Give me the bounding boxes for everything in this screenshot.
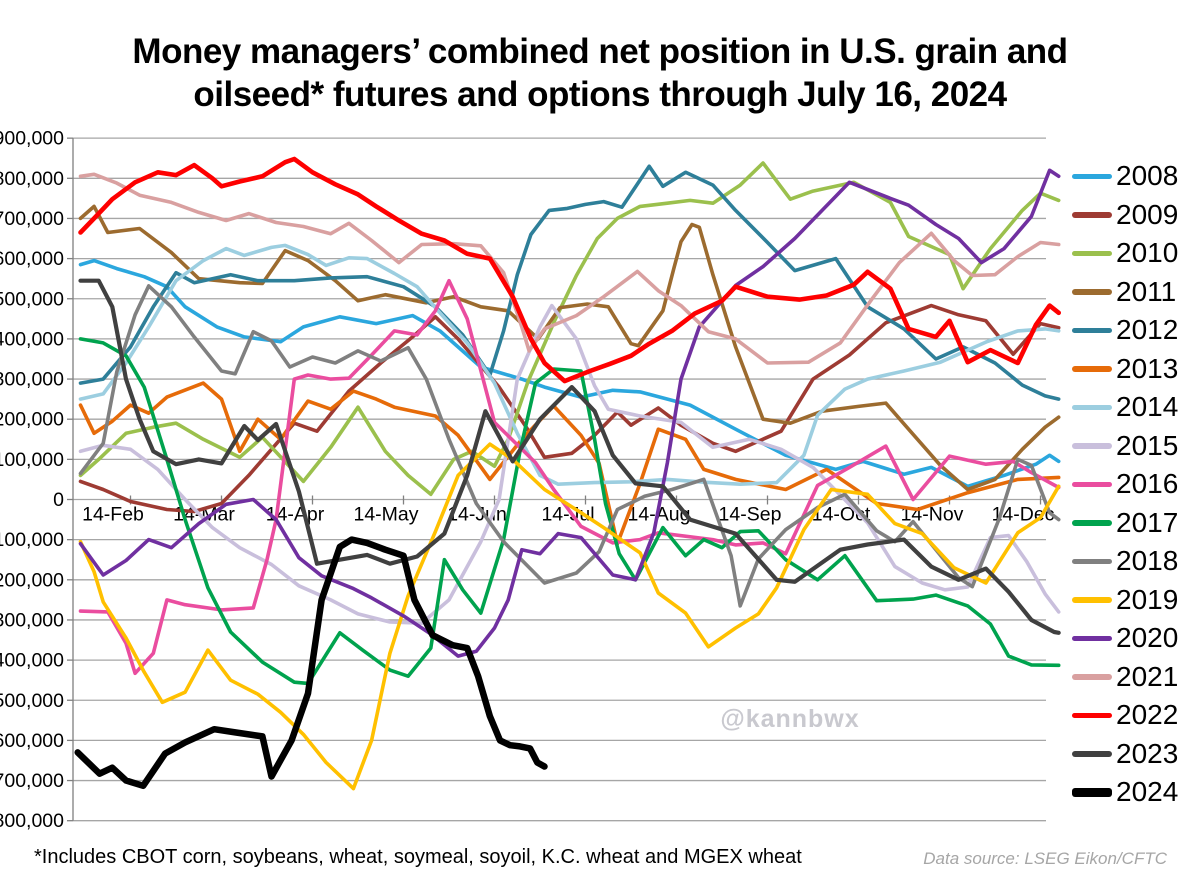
series-line-2010 bbox=[78, 161, 1061, 497]
y-axis-label: -800,000 bbox=[0, 810, 64, 832]
y-axis-label: -200,000 bbox=[0, 569, 64, 591]
legend-swatch-2023 bbox=[1072, 751, 1112, 757]
legend-swatch-2022 bbox=[1072, 712, 1112, 718]
legend-item-2023: 2023 bbox=[1072, 735, 1178, 774]
y-axis-label: 300,000 bbox=[0, 369, 64, 391]
series-line-2024 bbox=[74, 536, 548, 790]
legend-swatch-2017 bbox=[1072, 520, 1112, 526]
legend-label-2012: 2012 bbox=[1116, 314, 1179, 346]
legend-swatch-2014 bbox=[1072, 404, 1112, 410]
y-axis-label: -100,000 bbox=[0, 529, 64, 551]
series-line-2009 bbox=[78, 303, 1061, 514]
legend-item-2021: 2021 bbox=[1072, 658, 1178, 697]
legend-swatch-2019 bbox=[1072, 597, 1112, 603]
y-axis-label: -500,000 bbox=[0, 690, 64, 712]
x-axis-label: 14-Jul bbox=[541, 504, 594, 526]
legend-swatch-2010 bbox=[1072, 250, 1112, 256]
legend-swatch-2015 bbox=[1072, 443, 1112, 449]
y-axis-label: 900,000 bbox=[0, 128, 64, 150]
y-axis-label: -600,000 bbox=[0, 730, 64, 752]
y-axis-label: -700,000 bbox=[0, 770, 64, 792]
y-axis-label: 700,000 bbox=[0, 208, 64, 230]
legend-label-2008: 2008 bbox=[1116, 160, 1179, 192]
series-line-2020 bbox=[78, 168, 1061, 658]
series-line-2016 bbox=[78, 278, 1061, 676]
legend-label-2017: 2017 bbox=[1116, 506, 1179, 538]
legend-label-2009: 2009 bbox=[1116, 198, 1179, 230]
legend-item-2010: 2010 bbox=[1072, 234, 1178, 273]
y-axis-label: 600,000 bbox=[0, 248, 64, 270]
legend-swatch-2016 bbox=[1072, 481, 1112, 487]
legend-swatch-2018 bbox=[1072, 558, 1112, 564]
legend-label-2020: 2020 bbox=[1116, 622, 1179, 654]
legend-label-2013: 2013 bbox=[1116, 352, 1179, 384]
chart-title-line1: Money managers’ combined net position in… bbox=[132, 32, 1068, 71]
legend-item-2011: 2011 bbox=[1072, 273, 1178, 312]
legend-swatch-2013 bbox=[1072, 366, 1112, 372]
legend-item-2017: 2017 bbox=[1072, 504, 1178, 543]
y-axis-label: 400,000 bbox=[0, 328, 64, 350]
y-axis-label: 800,000 bbox=[0, 168, 64, 190]
legend-item-2018: 2018 bbox=[1072, 542, 1178, 581]
legend-swatch-2024 bbox=[1072, 787, 1112, 797]
legend-swatch-2020 bbox=[1072, 635, 1112, 641]
series-line-2008 bbox=[78, 258, 1061, 489]
legend-label-2010: 2010 bbox=[1116, 237, 1179, 269]
chart-legend: 2008 2009 2010 2011 2012 2013 2014 2015 2016 2017… bbox=[1072, 157, 1178, 812]
x-axis-label: 14-May bbox=[353, 504, 418, 526]
series-line-2012 bbox=[78, 164, 1061, 401]
y-axis-label: -300,000 bbox=[0, 609, 64, 631]
x-axis-label: 14-Feb bbox=[82, 504, 144, 526]
series-line-2022 bbox=[78, 156, 1061, 384]
watermark: @kannbwx bbox=[720, 705, 859, 733]
legend-swatch-2009 bbox=[1072, 212, 1112, 218]
legend-swatch-2008 bbox=[1072, 173, 1112, 179]
legend-item-2024: 2024 bbox=[1072, 773, 1178, 812]
series-line-2014 bbox=[78, 243, 1061, 486]
y-axis-label: 500,000 bbox=[0, 288, 64, 310]
legend-label-2014: 2014 bbox=[1116, 391, 1179, 423]
legend-swatch-2021 bbox=[1072, 674, 1112, 680]
legend-item-2020: 2020 bbox=[1072, 619, 1178, 658]
legend-label-2021: 2021 bbox=[1116, 660, 1179, 692]
x-axis-label: 14-Sep bbox=[719, 504, 782, 526]
legend-label-2023: 2023 bbox=[1116, 737, 1179, 769]
y-axis-label: 200,000 bbox=[0, 409, 64, 431]
x-axis-label: 14-Apr bbox=[266, 504, 325, 526]
y-axis-label: -400,000 bbox=[0, 650, 64, 672]
chart-footnote: *Includes CBOT corn, soybeans, wheat, so… bbox=[34, 846, 802, 868]
legend-item-2019: 2019 bbox=[1072, 581, 1178, 620]
legend-label-2022: 2022 bbox=[1116, 699, 1179, 731]
legend-swatch-2011 bbox=[1072, 289, 1112, 295]
legend-item-2009: 2009 bbox=[1072, 196, 1178, 235]
legend-swatch-2012 bbox=[1072, 327, 1112, 333]
legend-label-2016: 2016 bbox=[1116, 468, 1179, 500]
legend-label-2024: 2024 bbox=[1116, 776, 1179, 808]
legend-item-2022: 2022 bbox=[1072, 696, 1178, 735]
legend-label-2011: 2011 bbox=[1116, 275, 1177, 307]
data-source-credit: Data source: LSEG Eikon/CFTC bbox=[923, 849, 1167, 868]
series-line-2021 bbox=[78, 172, 1061, 365]
legend-label-2018: 2018 bbox=[1116, 545, 1179, 577]
series-line-2011 bbox=[78, 204, 1061, 492]
legend-item-2008: 2008 bbox=[1072, 157, 1178, 196]
series-line-2018 bbox=[78, 284, 1061, 608]
legend-label-2015: 2015 bbox=[1116, 429, 1179, 461]
legend-label-2019: 2019 bbox=[1116, 583, 1179, 615]
series-line-2023 bbox=[78, 278, 1061, 635]
legend-item-2014: 2014 bbox=[1072, 388, 1178, 427]
y-axis-label: 0 bbox=[53, 489, 64, 511]
chart-title-line2: oilseed* futures and options through Jul… bbox=[193, 75, 1007, 114]
y-axis-label: 100,000 bbox=[0, 449, 64, 471]
legend-item-2012: 2012 bbox=[1072, 311, 1178, 350]
chart-title: Money managers’ combined net position in… bbox=[0, 30, 1200, 116]
legend-item-2016: 2016 bbox=[1072, 465, 1178, 504]
legend-item-2015: 2015 bbox=[1072, 427, 1178, 466]
legend-item-2013: 2013 bbox=[1072, 350, 1178, 389]
